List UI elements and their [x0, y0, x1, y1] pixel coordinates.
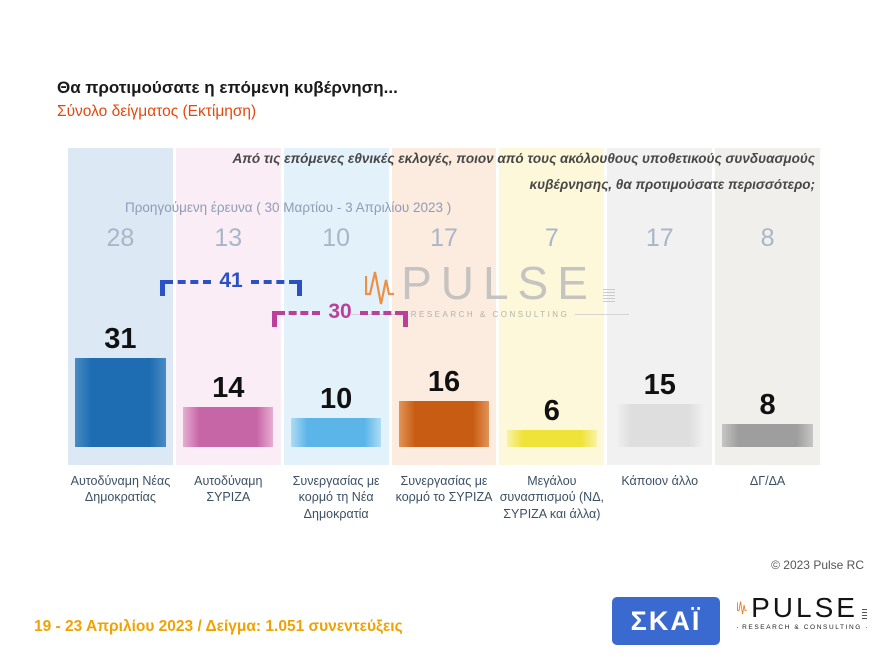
- category-label: Κάποιον άλλο: [621, 474, 699, 488]
- bracket-value: 30: [328, 300, 352, 323]
- pulse-logo-text: PULSE: [751, 592, 858, 623]
- watermark-text: PULSE: [401, 257, 597, 309]
- bar-chart: 28 31 Αυτοδύναμη Νέας Δημοκρατίας 13 14 …: [68, 146, 821, 521]
- bar-nd-majority: [75, 358, 166, 447]
- current-value: 14: [212, 371, 245, 404]
- previous-value: 17: [645, 224, 674, 252]
- column-background: [715, 148, 821, 465]
- previous-value: 28: [106, 224, 135, 252]
- pulse-logo: PULSE RESEARCH & CONSULTING: [737, 592, 867, 631]
- watermark-hatch-mark: [602, 288, 615, 302]
- bracket-end: [403, 311, 409, 327]
- current-value: 6: [543, 394, 560, 427]
- fieldwork-sample-note: 19 - 23 Απριλίου 2023 / Δείγμα: 1.051 συ…: [34, 618, 403, 635]
- bracket-end: [160, 280, 165, 296]
- category-label: Αυτοδύναμη Νέας Δημοκρατίας: [70, 474, 171, 505]
- chart-column-syriza-coalition: 17 16 Συνεργασίας με κορμό το ΣΥΡΙΖΑ: [391, 148, 497, 504]
- chart-column-other: 17 15 Κάποιον άλλο: [607, 148, 713, 488]
- bracket-end: [297, 280, 303, 296]
- bar-other: [614, 403, 705, 447]
- bracket-line: [165, 280, 212, 284]
- survey-question-line1: Από τις επόμενες εθνικές εκλογές, ποιον …: [232, 151, 815, 166]
- bar-nd-coalition: [291, 418, 382, 447]
- pulse-watermark: PULSE RESEARCH & CONSULTING: [351, 260, 629, 319]
- bracket-line: [359, 311, 404, 315]
- category-label: Αυτοδύναμη ΣΥΡΙΖΑ: [194, 474, 263, 505]
- bracket-end: [272, 311, 277, 327]
- page-title: Θα προτιμούσατε η επόμενη κυβέρνηση...: [57, 78, 398, 97]
- bar-dk-na: [722, 424, 813, 447]
- bar-syriza-majority: [183, 406, 274, 447]
- pulse-logo-hatch-mark: [861, 607, 867, 619]
- previous-value: 7: [544, 224, 559, 252]
- category-label: Συνεργασίας με κορμό το ΣΥΡΙΖΑ: [395, 474, 493, 505]
- page-subtitle: Σύνολο δείγματος (Εκτίμηση): [57, 103, 257, 120]
- watermark-subtext: RESEARCH & CONSULTING: [351, 310, 629, 319]
- skai-logo: ΣΚΑΪ: [612, 597, 720, 645]
- bracket-nd-sum: 41: [160, 270, 303, 296]
- bracket-line: [277, 311, 321, 315]
- previous-value: 13: [214, 224, 243, 252]
- bracket-syriza-sum: 30: [272, 301, 409, 327]
- survey-question-line2: κυβέρνησης, θα προτιμούσατε περισσότερο;: [529, 177, 815, 192]
- category-label: ΔΓ/ΔΑ: [749, 474, 786, 488]
- pulse-waveform-icon: [365, 271, 395, 305]
- bar-grand-coalition: [506, 429, 597, 447]
- chart-column-dk-na: 8 8 ΔΓ/ΔΑ: [715, 148, 821, 488]
- previous-survey-label: Προηγούμενη έρευνα ( 30 Μαρτίου - 3 Απρι…: [125, 200, 452, 215]
- survey-question: Από τις επόμενες εθνικές εκλογές, ποιον …: [175, 146, 815, 198]
- category-label: Συνεργασίας με κορμό τη Νέα Δημοκρατία: [292, 474, 380, 521]
- column-background: [283, 148, 389, 465]
- current-value: 15: [643, 368, 676, 401]
- previous-value: 10: [322, 224, 351, 252]
- category-label: Μεγάλου συνασπισμού (ΝΔ, ΣΥΡΙΖΑ και άλλα…: [499, 474, 605, 521]
- bracket-value: 41: [219, 269, 243, 292]
- chart-column-nd-coalition: 10 10 Συνεργασίας με κορμό τη Νέα Δημοκρ…: [283, 148, 389, 521]
- pulse-logo-subtext: RESEARCH & CONSULTING: [737, 624, 867, 631]
- previous-value: 8: [760, 224, 775, 252]
- chart-column-grand-coalition: 7 6 Μεγάλου συνασπισμού (ΝΔ, ΣΥΡΙΖΑ και …: [499, 148, 605, 521]
- bar-syriza-coalition: [398, 401, 490, 447]
- current-value: 10: [320, 383, 353, 416]
- chart-column-syriza-majority: 13 14 Αυτοδύναμη ΣΥΡΙΖΑ: [175, 148, 281, 504]
- current-value: 8: [759, 389, 776, 422]
- current-value: 31: [104, 323, 137, 356]
- column-background: [499, 148, 605, 465]
- current-value: 16: [427, 366, 461, 399]
- previous-value: 17: [430, 224, 458, 252]
- skai-logo-text: ΣΚΑΪ: [630, 605, 702, 636]
- bracket-line: [250, 280, 298, 284]
- copyright-note: © 2023 Pulse RC: [771, 558, 864, 572]
- chart-column-nd-majority: 28 31 Αυτοδύναμη Νέας Δημοκρατίας: [68, 148, 173, 504]
- pulse-waveform-icon: [737, 601, 747, 615]
